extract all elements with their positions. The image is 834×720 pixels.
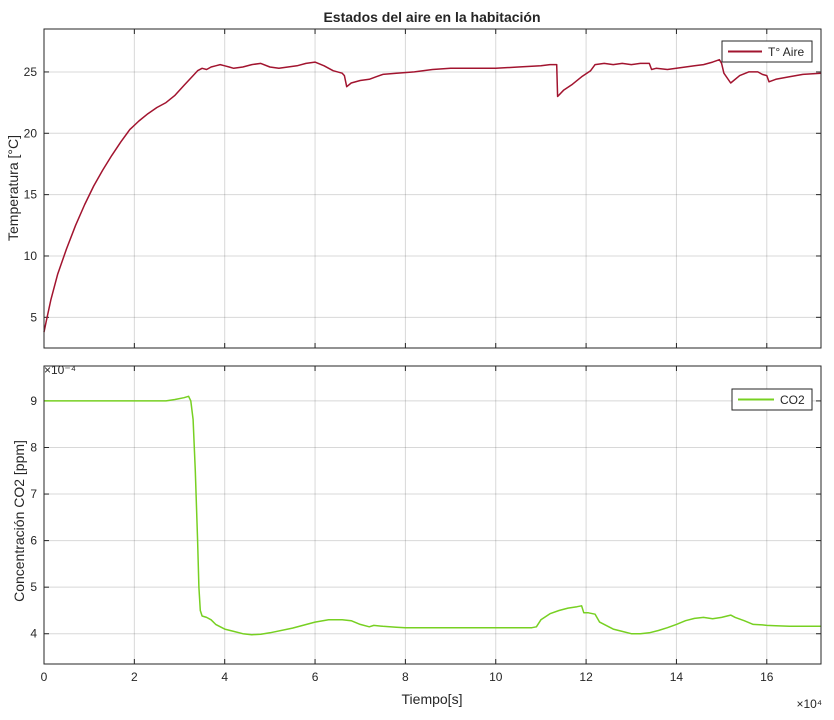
legend-label-temperature: T° Aire (768, 45, 804, 59)
legend-label-co2: CO2 (780, 393, 805, 407)
axes-background (44, 29, 821, 348)
y-axis-label-temperature: Temperatura [°C] (5, 135, 21, 241)
x-tick-label: 8 (402, 670, 409, 684)
series-line-co2 (44, 395, 821, 636)
x-tick-label: 0 (41, 670, 48, 684)
x-tick-label: 16 (760, 670, 774, 684)
y-tick-label: 5 (30, 310, 37, 324)
axes-frame (43, 28, 822, 349)
x-axis-label: Tiempo[s] (402, 691, 463, 707)
x-tick-label: 12 (579, 670, 593, 684)
y-axis-label-co2: Concentración CO2 [ppm] (11, 440, 27, 602)
y-tick-label: 4 (30, 627, 37, 641)
legend-temperature: T° Aire (721, 40, 813, 63)
y-tick-label: 9 (30, 394, 37, 408)
x-exponent-label: ×10⁴ (796, 697, 822, 711)
y-tick-label: 20 (24, 126, 38, 140)
x-tick-label: 2 (131, 670, 138, 684)
y-tick-label: 10 (24, 249, 38, 263)
y-tick-label: 25 (24, 65, 38, 79)
y-tick-label: 15 (24, 188, 38, 202)
y-tick-label: 6 (30, 534, 37, 548)
axes-frame (43, 365, 822, 665)
legend-box (721, 40, 813, 63)
y-tick-label: 7 (30, 487, 37, 501)
legend-co2: CO2 (731, 388, 813, 411)
axes-background (44, 366, 821, 664)
plot-area: 5 10 15 20 25 (24, 28, 822, 349)
x-tick-label: 10 (489, 670, 503, 684)
plot-area: 0 2 4 6 8 10 12 14 16 4 5 6 7 8 9 (30, 365, 822, 684)
x-tick-label: 4 (221, 670, 228, 684)
temperature-subplot: 5 10 15 20 25 Estados del aire en la habitac… (5, 9, 822, 349)
x-tick-label: 14 (670, 670, 684, 684)
x-tick-label: 6 (312, 670, 319, 684)
series-line-t-aire (43, 58, 822, 333)
y-exponent-label: ×10⁻⁴ (44, 363, 76, 377)
y-tick-label: 5 (30, 580, 37, 594)
chart-title: Estados del aire en la habitación (323, 9, 540, 25)
y-tick-label: 8 (30, 440, 37, 454)
co2-subplot: 0 2 4 6 8 10 12 14 16 4 5 6 7 8 9 ×10⁻⁴ Concentración … (11, 363, 822, 711)
